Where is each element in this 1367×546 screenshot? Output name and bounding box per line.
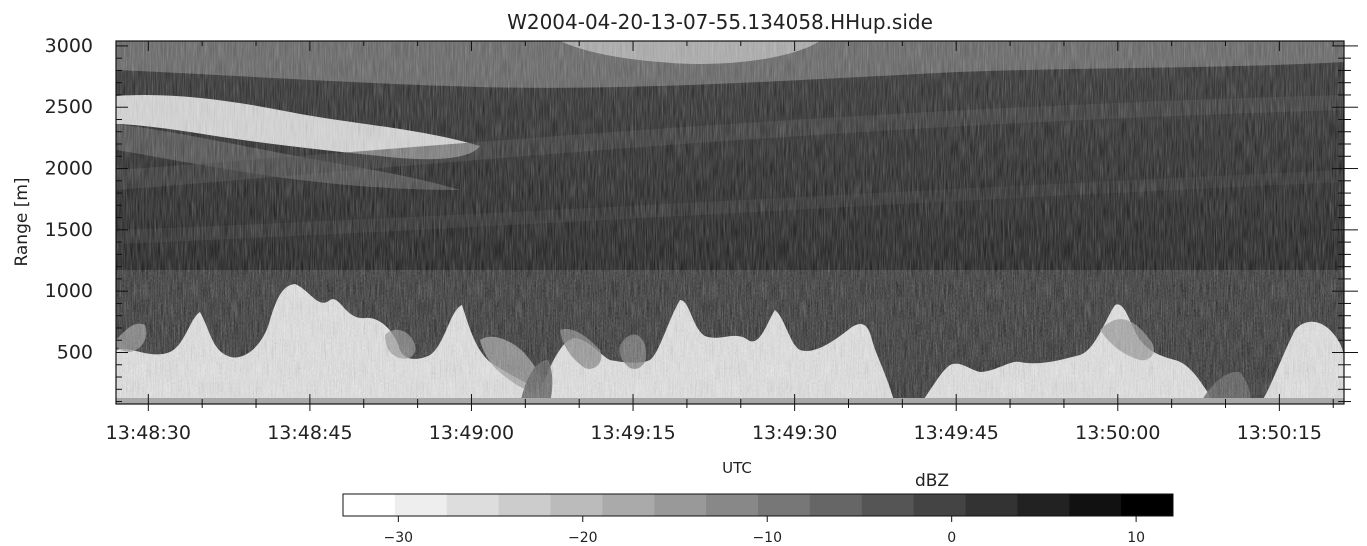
- y-tick-label: 500: [57, 341, 93, 363]
- colorbar-swatch: [602, 494, 655, 516]
- y-tick-label: 2000: [45, 158, 93, 180]
- colorbar-label: dBZ: [915, 471, 949, 491]
- colorbar-tick-label: −20: [568, 530, 598, 546]
- y-tick-label: 3000: [45, 35, 93, 57]
- colorbar-swatch: [861, 494, 915, 516]
- x-tick-label: 13:49:00: [429, 422, 514, 444]
- x-tick-label: 13:50:15: [1237, 422, 1322, 444]
- x-tick-label: 13:48:45: [267, 422, 352, 444]
- plot-frame: [115, 40, 1345, 405]
- x-tick-label: 13:49:15: [590, 422, 675, 444]
- colorbar-swatch: [343, 494, 396, 516]
- x-tick-label: 13:49:45: [914, 422, 999, 444]
- x-tick-label: 13:49:30: [752, 422, 837, 444]
- x-tick-label: 13:50:00: [1075, 422, 1160, 444]
- x-tick-label: 13:48:30: [106, 422, 191, 444]
- x-axis-label: UTC: [722, 459, 752, 477]
- y-tick-label: 1000: [45, 280, 93, 302]
- colorbar-swatch: [1121, 494, 1174, 516]
- colorbar-swatch: [809, 494, 863, 516]
- colorbar-swatch: [1017, 494, 1070, 516]
- colorbar-swatch: [1069, 494, 1122, 516]
- colorbar-swatch: [446, 494, 500, 516]
- colorbar-swatch: [706, 494, 759, 516]
- colorbar-tick-label: 10: [1127, 530, 1145, 546]
- plot-area: [116, 41, 1344, 404]
- colorbar-tick-label: −10: [752, 530, 782, 546]
- colorbar-swatch: [550, 494, 603, 516]
- y-axis-label: Range [m]: [12, 177, 32, 266]
- colorbar-swatch: [758, 494, 811, 516]
- chart-title: W2004-04-20-13-07-55.134058.HHup.side: [507, 10, 933, 34]
- colorbar: −30 −20 −10 0 10: [342, 493, 1174, 546]
- y-tick-label: 2500: [45, 96, 93, 118]
- y-axis: 500 1000 1500 2000 2500 3000: [45, 35, 1358, 403]
- x-axis: 13:48:30 13:48:45 13:49:00 13:49:15 13:49:30…: [106, 41, 1334, 444]
- colorbar-tick-label: 0: [947, 530, 956, 546]
- colorbar-swatch: [498, 494, 551, 516]
- colorbar-swatch: [965, 494, 1018, 516]
- colorbar-frame: [342, 493, 1174, 517]
- colorbar-swatch: [654, 494, 707, 516]
- y-tick-label: 1500: [45, 219, 93, 241]
- colorbar-swatch: [913, 494, 966, 516]
- colorbar-tick-label: −30: [384, 530, 414, 546]
- colorbar-swatch: [394, 494, 448, 516]
